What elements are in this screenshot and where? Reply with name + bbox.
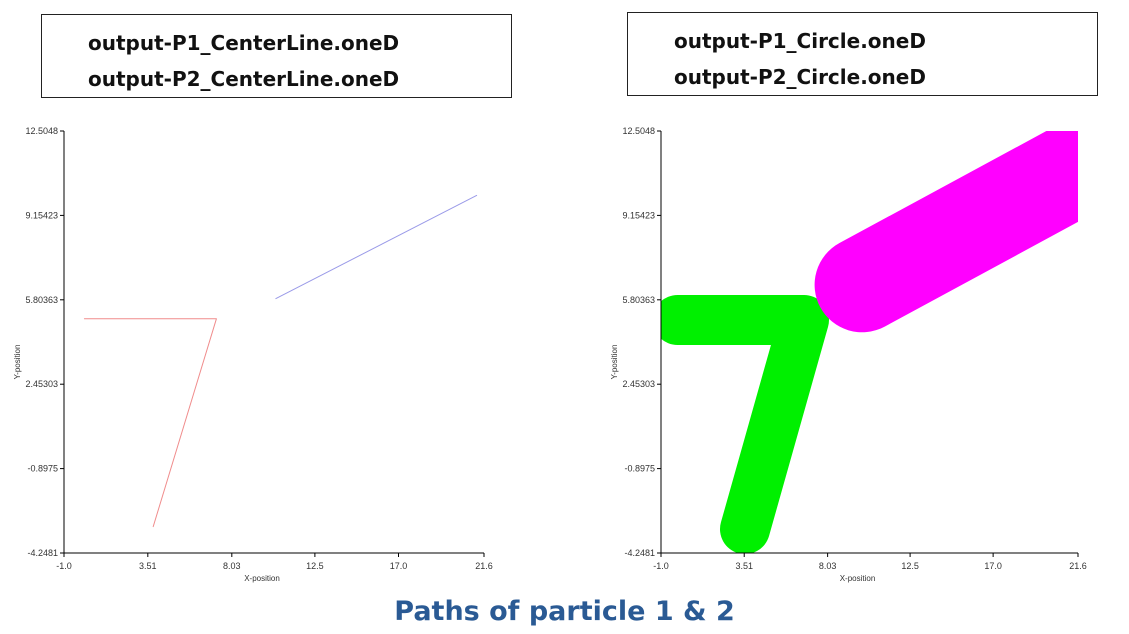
series-line-p2 xyxy=(814,131,1078,333)
x-axis-label: X-position xyxy=(244,574,280,583)
y-tick-label: -0.8975 xyxy=(624,464,655,474)
x-tick-label: -1.0 xyxy=(653,561,669,571)
legend-left: output-P1_CenterLine.oneD output-P2_Cent… xyxy=(41,14,512,98)
chart-1: -1.0 3.51 8.03 12.5 17.0 21.6 12.5048 9.15423 5.… xyxy=(13,126,493,583)
x-tick-label: -1.0 xyxy=(56,561,72,571)
legend-right: output-P1_Circle.oneD output-P2_Circle.o… xyxy=(627,12,1098,96)
y-axis-label: Y-position xyxy=(13,345,22,380)
y-axis-label: Y-position xyxy=(610,345,619,380)
figure-caption: Paths of particle 1 & 2 xyxy=(394,596,735,627)
x-tick-label: 21.6 xyxy=(1069,561,1087,571)
x-tick-label: 21.6 xyxy=(475,561,493,571)
series-group xyxy=(83,194,478,528)
series-line-p1 xyxy=(661,295,829,553)
x-tick-label: 17.0 xyxy=(984,561,1002,571)
series-line-p1 xyxy=(83,318,217,528)
legend-entry-p1-centerline: output-P1_CenterLine.oneD xyxy=(88,31,400,55)
chart-2: -1.0 3.51 8.03 12.5 17.0 21.6 12.5048 9.15423 5.… xyxy=(610,126,1087,583)
x-tick-label: 17.0 xyxy=(390,561,408,571)
x-axis-label: X-position xyxy=(840,574,876,583)
legend-entry-p1-circle: output-P1_Circle.oneD xyxy=(674,29,926,53)
x-tick-label: 3.51 xyxy=(735,561,753,571)
y-tick-label: 5.80363 xyxy=(622,295,655,305)
legend-entry-p2-circle: output-P2_Circle.oneD xyxy=(674,65,926,89)
y-tick-label: 2.45303 xyxy=(622,379,655,389)
y-tick-label: 12.5048 xyxy=(622,126,655,136)
y-tick-label: -4.2481 xyxy=(27,548,58,558)
y-tick-label: 9.15423 xyxy=(622,210,655,220)
y-tick-label: -0.8975 xyxy=(27,464,58,474)
x-tick-label: 8.03 xyxy=(223,561,241,571)
x-tick-label: 8.03 xyxy=(819,561,837,571)
y-tick-label: -4.2481 xyxy=(624,548,655,558)
legend-entry-p2-centerline: output-P2_CenterLine.oneD xyxy=(88,67,400,91)
y-tick-label: 5.80363 xyxy=(25,295,58,305)
x-tick-label: 12.5 xyxy=(306,561,324,571)
series-group xyxy=(661,131,1078,553)
y-tick-label: 9.15423 xyxy=(25,210,58,220)
x-tick-label: 12.5 xyxy=(901,561,919,571)
y-tick-label: 2.45303 xyxy=(25,379,58,389)
y-tick-label: 12.5048 xyxy=(25,126,58,136)
x-tick-label: 3.51 xyxy=(139,561,157,571)
series-line-p2 xyxy=(275,194,478,300)
